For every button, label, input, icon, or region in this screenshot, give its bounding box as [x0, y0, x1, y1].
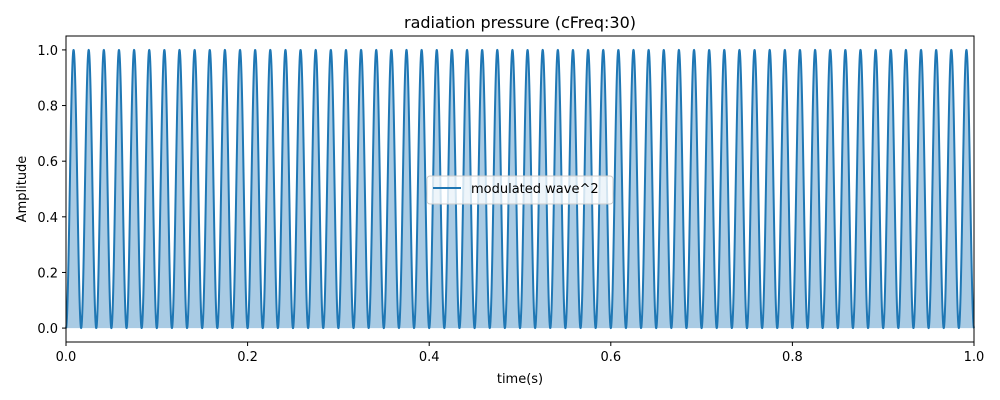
legend: modulated wave^2	[426, 175, 614, 205]
x-axis-ticks: 0.0 0.2 0.4 0.6 0.8 1.0	[56, 342, 985, 365]
y-tick-label: 0.8	[37, 100, 58, 115]
x-tick-label: 0.2	[237, 350, 258, 365]
x-tick-label: 0.0	[56, 350, 77, 365]
legend-label: modulated wave^2	[471, 182, 599, 197]
x-tick-label: 1.0	[964, 350, 985, 365]
legend-box	[426, 175, 614, 205]
y-tick-label: 0.6	[37, 155, 58, 170]
series-line	[65, 48, 975, 330]
x-tick-label: 0.6	[600, 350, 621, 365]
y-tick-label: 0.0	[37, 322, 58, 337]
x-tick-label: 0.4	[419, 350, 440, 365]
y-tick-label: 0.2	[37, 266, 58, 281]
y-tick-label: 0.4	[37, 211, 58, 226]
series-layer	[65, 48, 975, 330]
y-axis-title: Amplitude	[15, 156, 30, 223]
plot-frame	[65, 35, 975, 343]
x-tick-label: 0.8	[782, 350, 803, 365]
chart-title: radiation pressure (cFreq:30)	[404, 13, 636, 32]
y-tick-label: 1.0	[37, 44, 58, 59]
x-axis-title: time(s)	[497, 372, 543, 387]
y-axis-ticks: 0.0 0.2 0.4 0.6 0.8 1.0	[37, 44, 66, 337]
